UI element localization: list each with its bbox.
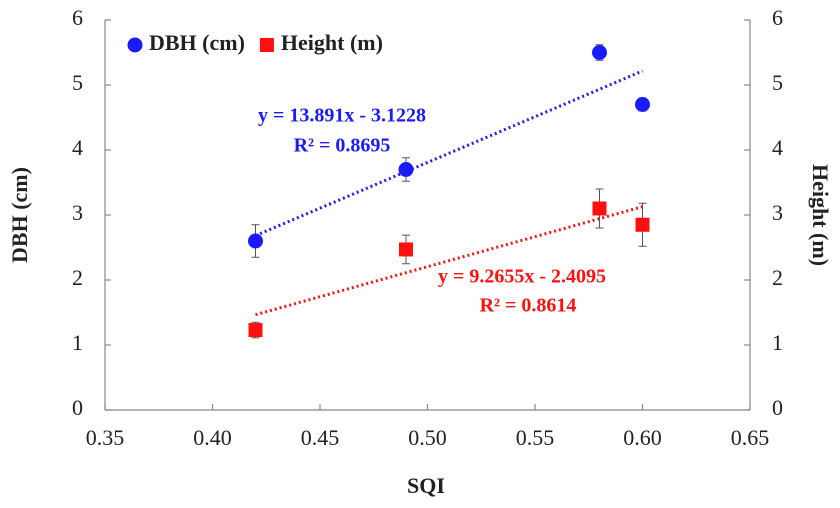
y2-tick-label: 3 [772,200,783,225]
point [248,233,263,249]
y-tick-label: 5 [72,70,83,95]
legend-marker [127,37,143,53]
y2-tick-label: 2 [772,265,783,290]
y-tick-label: 6 [72,5,83,30]
y-tick-label: 1 [72,330,83,355]
y2-tick-label: 5 [772,70,783,95]
trendline [254,69,644,238]
x-tick-label: 0.35 [86,425,125,450]
y-tick-label: 2 [72,265,83,290]
trend-r2: R² = 0.8614 [480,295,577,317]
point [635,97,650,112]
x-tick-label: 0.55 [516,425,555,450]
trendline [255,205,643,317]
y-tick-label: 4 [72,135,83,160]
x-axis-label: SQI [407,473,445,498]
legend-label: DBH (cm) [149,30,245,55]
x-tick-label: 0.45 [301,425,340,450]
y-tick-label: 3 [72,200,83,225]
x-tick-label: 0.65 [731,425,770,450]
y-tick-label: 0 [72,395,83,420]
point [592,45,607,60]
x-tick-label: 0.50 [408,425,447,450]
y2-tick-label: 0 [772,395,783,420]
point [248,323,263,338]
point [399,242,413,257]
y-axis-label: DBH (cm) [7,167,32,263]
y2-axis-label: Height (m) [808,164,833,266]
legend-marker [259,38,274,52]
y2-tick-label: 6 [772,5,783,30]
trend-r2: R² = 0.8695 [294,135,391,157]
y2-tick-label: 4 [772,135,783,160]
legend-label: Height (m) [281,30,383,55]
trend-equation: y = 9.2655x - 2.4095 [438,266,606,288]
trend-equation: y = 13.891x - 3.1228 [258,105,426,127]
x-tick-label: 0.40 [193,425,232,450]
y2-tick-label: 1 [772,330,783,355]
point [592,201,607,216]
point [398,162,414,177]
x-tick-label: 0.60 [623,425,662,450]
point [635,217,650,232]
